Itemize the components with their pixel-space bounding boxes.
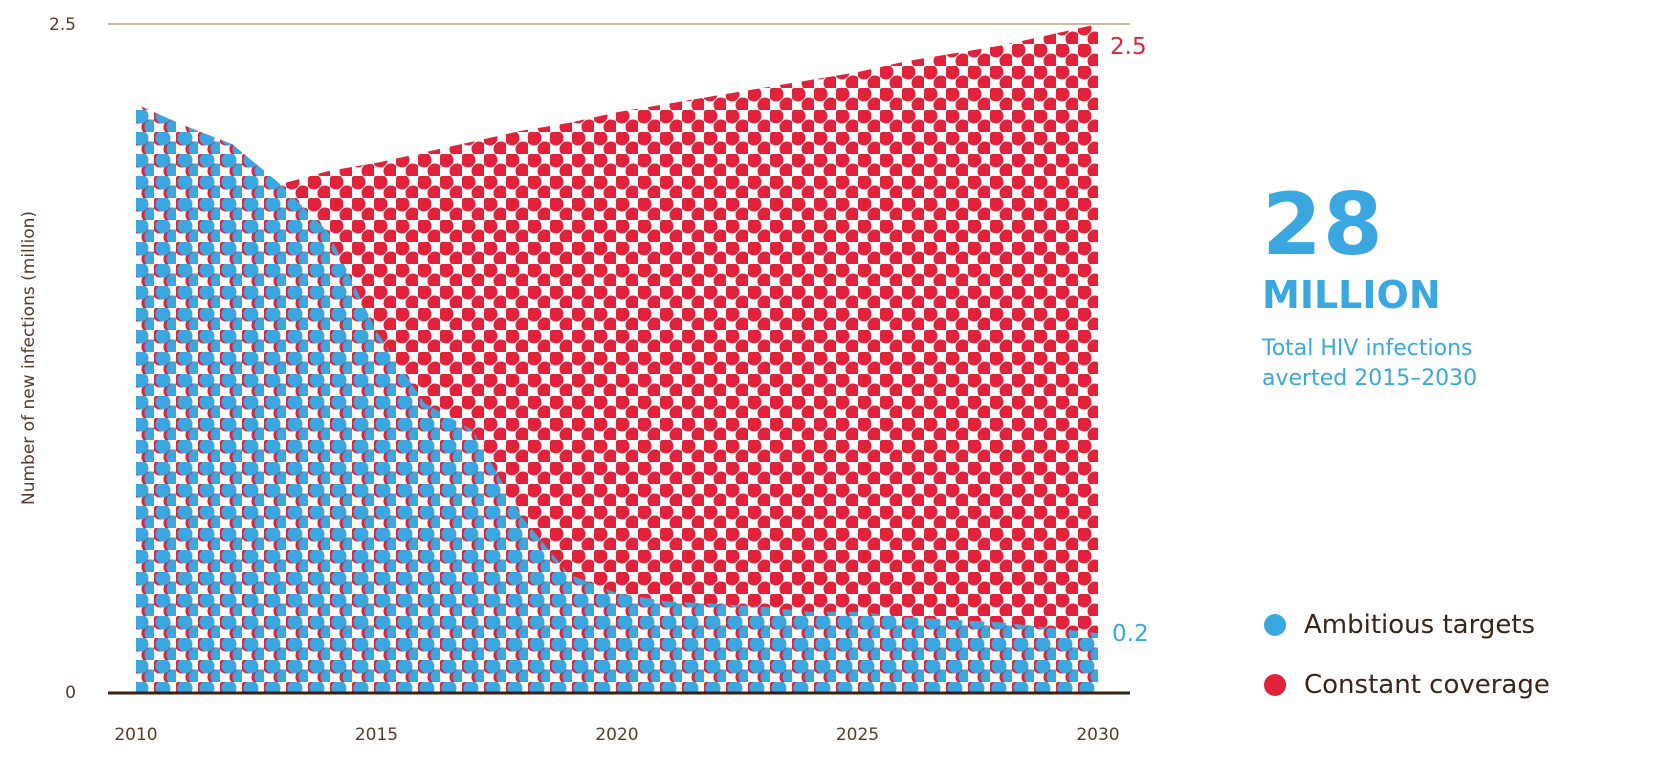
x-axis-ticks: 2010 2015 2020 2025 2030 <box>114 725 1119 745</box>
constant-end-label: 2.5 <box>1110 34 1147 60</box>
legend-item-constant: Constant coverage <box>1264 670 1550 700</box>
y-tick-label: 0 <box>65 683 76 703</box>
y-tick-label: 2.5 <box>49 15 76 35</box>
legend-label: Ambitious targets <box>1304 610 1536 640</box>
callout-number: 28 <box>1262 175 1384 275</box>
x-tick-label: 2030 <box>1076 725 1119 745</box>
callout-description-line: averted 2015–2030 <box>1262 366 1478 391</box>
x-tick-label: 2015 <box>355 725 398 745</box>
x-tick-label: 2010 <box>114 725 157 745</box>
x-tick-label: 2020 <box>595 725 638 745</box>
x-tick-label: 2025 <box>836 725 879 745</box>
callout-description-line: Total HIV infections <box>1262 336 1473 361</box>
ambitious-end-label: 0.2 <box>1112 621 1149 647</box>
callout-unit: MILLION <box>1262 273 1441 317</box>
ambitious-targets-area <box>136 104 1098 692</box>
legend-swatch-blue <box>1264 614 1286 636</box>
legend-label: Constant coverage <box>1304 670 1550 700</box>
y-axis-title: Number of new infections (million) <box>19 211 39 505</box>
y-axis-ticks: 0 2.5 <box>49 15 76 703</box>
legend-swatch-red <box>1264 674 1286 696</box>
callout-description: Total HIV infections averted 2015–2030 <box>1262 334 1552 394</box>
legend-item-ambitious: Ambitious targets <box>1264 610 1535 640</box>
